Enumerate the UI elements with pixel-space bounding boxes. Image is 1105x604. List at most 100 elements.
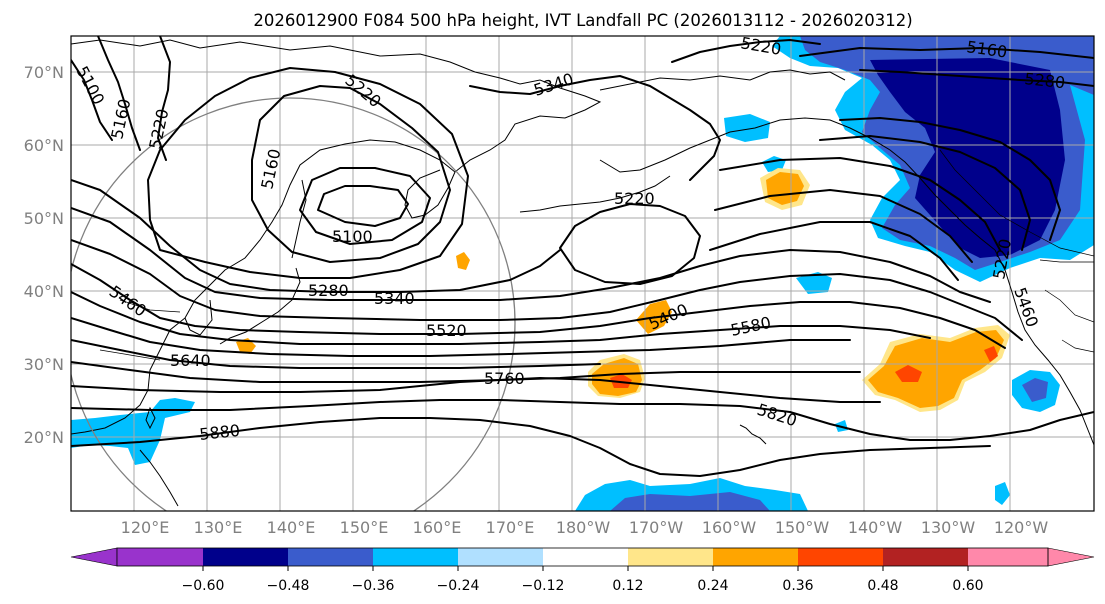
colorbar-segment (203, 548, 288, 566)
contour-5160-west (97, 36, 141, 151)
coast-hawaii (739, 424, 767, 445)
colorbar-segment (883, 548, 968, 566)
lon-label: 150°E (340, 518, 389, 537)
lat-label: 40°N (24, 282, 64, 301)
colorbar-tick-label: 0.12 (612, 578, 643, 594)
contour-label: 5100 (332, 227, 373, 246)
contour-label: 5760 (484, 369, 525, 388)
contour-5220-west (157, 36, 171, 161)
ivt-negative-blob-1 (724, 114, 770, 142)
colorbar-tick-label: −0.24 (437, 578, 480, 594)
lon-label: 120°W (994, 518, 1049, 537)
colorbar-tick-label: −0.48 (267, 578, 310, 594)
lon-label: 140°E (267, 518, 316, 537)
contour-5160-ne (799, 47, 1094, 59)
contour-5280-ne (859, 69, 1094, 87)
coast-taiwan (145, 406, 156, 430)
lat-label: 70°N (24, 63, 64, 82)
colorbar-segment (798, 548, 883, 566)
contour-ne-2 (819, 135, 1031, 251)
contour-ne-5 (709, 221, 959, 281)
contour-label: 5880 (198, 421, 240, 444)
ivt-negative-south-band-inner (610, 492, 770, 511)
height-contours (71, 36, 1094, 477)
colorbar-tick-label: 0.36 (782, 578, 813, 594)
contour-5520 (71, 291, 931, 345)
ivt-negative-blob-3 (796, 272, 832, 294)
contour-5400 (71, 239, 1023, 341)
coastlines (71, 39, 1094, 507)
lon-label: 160°W (702, 518, 757, 537)
colorbar-tick-label: −0.36 (352, 578, 395, 594)
contour-ne-3 (719, 157, 1001, 251)
contour-5880 (71, 417, 991, 477)
colorbar-tick-labels: −0.60 −0.48 −0.36 −0.24 −0.12 0.12 0.24 … (182, 578, 984, 594)
lon-label: 160°E (413, 518, 462, 537)
lon-label: 180°W (556, 518, 611, 537)
colorbar-tick-label: −0.12 (522, 578, 565, 594)
colorbar-ticks (202, 566, 969, 571)
contour-5820 (71, 399, 1094, 441)
colorbar-outline (116, 547, 1049, 567)
ivt-positive-blob-4-core (610, 374, 632, 388)
ivt-negative-blob-4-inner (1022, 378, 1048, 402)
colorbar-segment (373, 548, 458, 566)
colorbar-segment (458, 548, 543, 566)
colorbar-segment (117, 548, 203, 566)
coast-alaska-west (599, 69, 846, 91)
colorbar: −0.60 −0.48 −0.36 −0.24 −0.12 0.12 0.24 … (70, 547, 1095, 594)
colorbar-extend-right (1047, 547, 1095, 567)
ivt-negative-west-band (71, 398, 195, 465)
coast-korea (184, 299, 213, 336)
coast-alaska-south (599, 117, 996, 251)
contour-label: 5640 (170, 351, 211, 370)
colorbar-segment (713, 548, 798, 566)
colorbar-tick-label: 0.24 (697, 578, 728, 594)
contour-5760 (71, 377, 881, 403)
colorbar-tick-label: 0.48 (867, 578, 898, 594)
figure-title: 2026012900 F084 500 hPa height, IVT Land… (253, 11, 912, 30)
contour-zonal-1 (71, 179, 561, 293)
ivt-negative-region-northeast-core (870, 58, 1065, 258)
borders (99, 149, 1094, 361)
coast-siberia (71, 39, 602, 319)
contour-label: 5520 (426, 321, 467, 340)
ivt-positive-blob-5-core-b (984, 346, 998, 362)
colorbar-segment (543, 548, 628, 566)
lat-label: 60°N (24, 136, 64, 155)
ivt-negative-blob-6 (995, 482, 1010, 505)
lat-label: 30°N (24, 355, 64, 374)
contour-5220-low (251, 85, 451, 263)
colorbar-segment (288, 548, 373, 566)
colorbar-extend-left (70, 547, 118, 567)
contour-5100-west (71, 59, 113, 141)
contour-5340-north (469, 75, 721, 181)
ivt-positive-blob-5-core-a (895, 365, 922, 382)
contour-5580 (71, 317, 851, 357)
lat-label: 50°N (24, 209, 64, 228)
contour-label: 5280 (1024, 69, 1066, 92)
colorbar-tick-label: 0.60 (952, 578, 983, 594)
contour-5220-ne (671, 39, 821, 63)
contour-5280-low (147, 67, 469, 279)
lon-label: 130°W (921, 518, 976, 537)
lon-label: 170°W (629, 518, 684, 537)
contour-5340 (71, 207, 991, 303)
coast-na-west (994, 249, 1094, 446)
contour-label: 5220 (614, 189, 655, 208)
coast-aleutians (519, 175, 671, 213)
lon-label: 120°E (121, 518, 170, 537)
landfall-region-circle (71, 97, 516, 511)
map-frame (70, 35, 1095, 512)
ivt-positive-blob-2 (456, 252, 470, 270)
lat-label: 20°N (24, 428, 64, 447)
contour-label: 5340 (374, 289, 415, 308)
coast-sakhalin (291, 179, 307, 259)
coast-china (71, 317, 186, 435)
contour-label: 5220 (739, 33, 782, 59)
contour-5160-low (299, 167, 431, 245)
latitude-labels: 70°N 60°N 50°N 40°N 30°N 20°N (24, 63, 64, 447)
ivt-positive-blob-5-inner (868, 330, 1004, 408)
lon-label: 140°W (848, 518, 903, 537)
